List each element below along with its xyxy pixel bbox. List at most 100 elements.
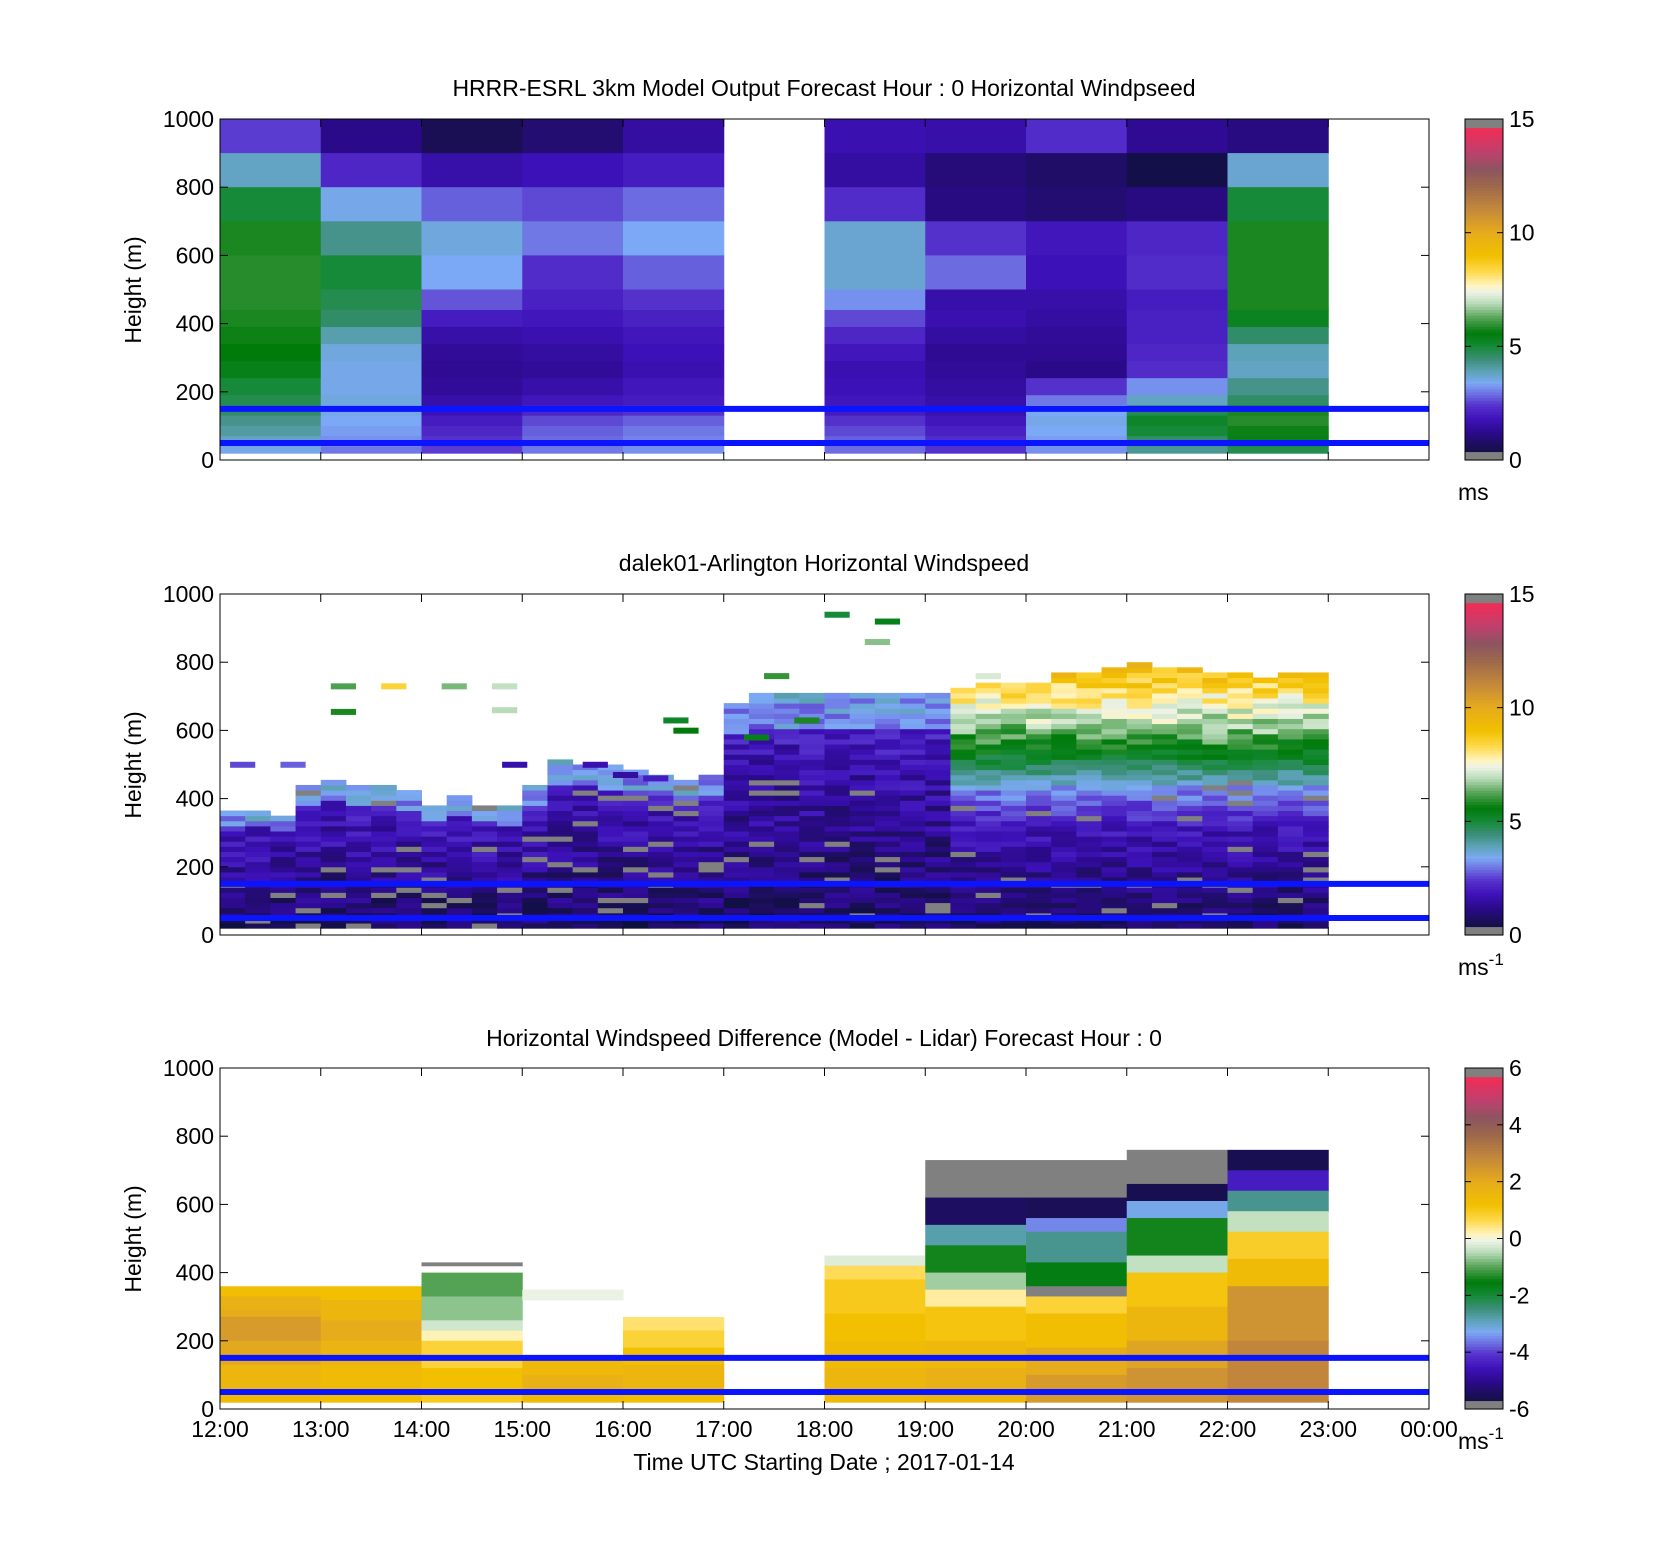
lidar-cell (748, 856, 775, 863)
lidar-cell (1026, 713, 1052, 719)
lidar-cell (1101, 830, 1128, 837)
colorbar-swatch (1465, 915, 1503, 919)
colorbar-swatch (1465, 136, 1503, 140)
colorbar-swatch (1465, 172, 1503, 177)
model-cell (1026, 415, 1128, 427)
lidar-cell (522, 887, 548, 893)
lidar-cell (849, 800, 876, 806)
model-cell (220, 309, 322, 328)
colorbar-swatch (1465, 605, 1503, 609)
lidar-cell (1151, 708, 1178, 714)
colorbar-swatch (1465, 903, 1503, 908)
colorbar-swatch (1465, 795, 1503, 800)
lidar-cell (1151, 687, 1178, 694)
model-cell (522, 378, 624, 396)
lidar-sparse-cell (492, 683, 518, 690)
lidar-cell (824, 698, 851, 704)
lidar-cell (1101, 769, 1128, 776)
lidar-cell (950, 718, 977, 725)
lidar-cell (723, 907, 750, 914)
lidar-cell (874, 749, 901, 755)
lidar-cell (698, 810, 725, 817)
lidar-cell (874, 790, 901, 796)
lidar-cell (1026, 830, 1052, 837)
colorbar-swatch (1465, 665, 1503, 669)
lidar-cell (1126, 779, 1153, 786)
lidar-cell (874, 800, 901, 806)
lidar-cell (1303, 907, 1329, 914)
y-tick-label: 600 (176, 242, 214, 268)
lidar-cell (295, 784, 322, 791)
lidar-cell (1101, 759, 1128, 765)
lidar-cell (623, 795, 649, 801)
lidar-cell (522, 923, 548, 929)
lidar-cell (623, 892, 649, 898)
colorbar-swatch (1465, 798, 1503, 803)
lidar-cell (849, 815, 876, 822)
model-cell (1126, 255, 1228, 290)
lidar-cell (774, 733, 800, 740)
lidar-cell (925, 703, 951, 709)
colorbar-swatch (1465, 366, 1503, 370)
lidar-cell (1126, 764, 1153, 771)
lidar-cell (1026, 692, 1052, 699)
lidar-cell (497, 861, 523, 868)
lidar-cell (723, 810, 750, 817)
lidar-cell (1126, 825, 1153, 832)
colorbar-swatch (1465, 326, 1503, 330)
lidar-cell (371, 841, 397, 847)
lidar-cell (1126, 907, 1153, 914)
lidar-cell (874, 723, 901, 730)
lidar-cell (1202, 830, 1228, 837)
lidar-cell (1101, 825, 1128, 832)
colorbar-swatch (1465, 198, 1503, 203)
lidar-cell (497, 923, 523, 929)
model-cell (1227, 119, 1329, 154)
lidar-cell (849, 774, 876, 781)
lidar-cell (396, 856, 422, 863)
lidar-cell (975, 892, 1002, 898)
lidar-cell (547, 764, 574, 771)
lidar-cell (824, 851, 851, 858)
lidar-cell (975, 759, 1002, 765)
lidar-cell (522, 851, 548, 858)
model-cell (320, 425, 422, 437)
difference-cell (1227, 1258, 1329, 1287)
lidar-cell (1177, 907, 1203, 914)
lidar-cell (421, 815, 448, 822)
lidar-cell (874, 754, 901, 760)
lidar-cell (1126, 856, 1153, 863)
lidar-cell (1051, 677, 1077, 684)
model-cell (925, 255, 1027, 290)
colorbar-swatch (1465, 170, 1503, 174)
lidar-cell (1277, 846, 1304, 852)
lidar-cell (1303, 892, 1329, 898)
lidar-cell (1051, 851, 1077, 858)
model-cell (1026, 119, 1128, 154)
lidar-cell (925, 902, 951, 909)
lidar-cell (975, 682, 1002, 689)
colorbar-frame (1464, 593, 1504, 936)
lidar-cell (1227, 744, 1254, 750)
lidar-cell (1227, 698, 1254, 704)
lidar-cell (774, 877, 800, 883)
lidar-cell (975, 923, 1002, 929)
model-cell (421, 255, 523, 290)
colorbar-swatch (1465, 906, 1503, 911)
lidar-cell (320, 779, 347, 786)
lidar-cell (1252, 733, 1279, 740)
lidar-cell (799, 759, 825, 765)
lidar-cell (824, 738, 851, 745)
lidar-cell (1252, 687, 1279, 694)
colorbar-swatch (1465, 130, 1503, 134)
lidar-cell (900, 769, 926, 776)
lidar-cell (774, 866, 800, 873)
colorbar-swatch (1465, 1400, 1503, 1404)
lidar-cell (1076, 841, 1103, 847)
colorbar-swatch (1465, 1301, 1503, 1305)
colorbar-swatch (1465, 1266, 1503, 1271)
lidar-cell (1202, 923, 1228, 929)
lidar-cell (1026, 892, 1052, 898)
lidar-cell (748, 723, 775, 730)
